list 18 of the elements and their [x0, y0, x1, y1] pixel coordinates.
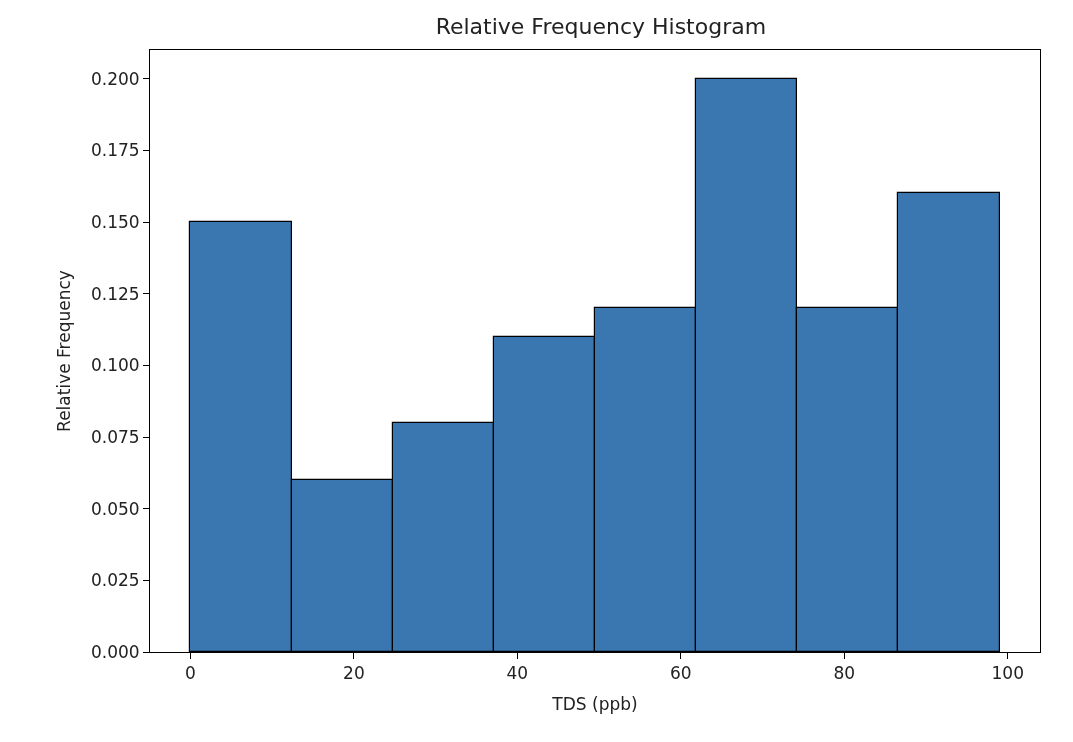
y-tick-label: 0.025: [90, 570, 140, 591]
x-tick-label: 100: [991, 663, 1024, 684]
y-tick-label: 0.075: [90, 426, 140, 447]
chart-title: Relative Frequency Histogram: [435, 13, 767, 39]
y-tick-label: 0.175: [90, 140, 140, 161]
y-tick-label: 0.000: [90, 641, 140, 662]
y-tick-label: 0.100: [90, 355, 140, 376]
x-axis-title: TDS (ppb): [551, 693, 638, 714]
x-tick-label: 40: [506, 663, 529, 684]
x-tick-label: 80: [833, 663, 856, 684]
y-axis-title: Relative Frequency: [54, 270, 75, 432]
y-tick-label: 0.200: [90, 68, 140, 89]
x-tick-label: 60: [669, 663, 692, 684]
y-tick-label: 0.125: [90, 283, 140, 304]
x-tick-label: 20: [343, 663, 365, 684]
y-tick-label: 0.150: [90, 211, 140, 232]
y-tick-label: 0.050: [90, 498, 140, 519]
x-tick-label: 0: [185, 663, 196, 684]
